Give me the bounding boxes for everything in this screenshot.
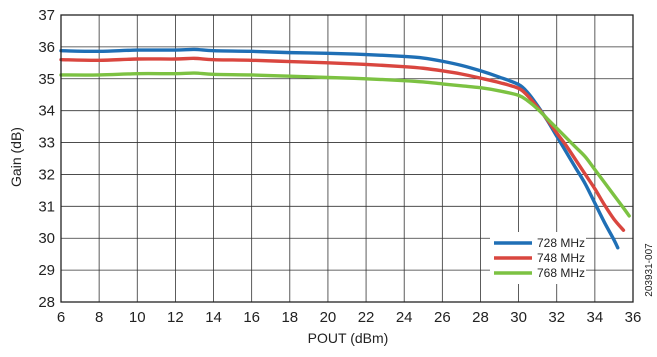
x-tick-label: 24 <box>396 309 413 326</box>
series-line-728-mhz <box>59 47 620 250</box>
y-tick-label: 34 <box>38 103 55 120</box>
x-tick-label: 20 <box>320 309 337 326</box>
x-tick-label: 10 <box>129 309 146 326</box>
y-tick-labels: 28 29 30 31 32 33 34 35 36 37 <box>38 7 55 311</box>
x-tick-label: 8 <box>95 309 103 326</box>
x-tick-label: 30 <box>510 309 527 326</box>
x-tick-labels: 6 8 10 12 14 16 18 20 22 24 26 28 30 32 34 36 <box>57 309 642 326</box>
series-lines <box>59 47 631 250</box>
x-tick-label: 36 <box>625 309 642 326</box>
x-tick-label: 26 <box>434 309 451 326</box>
y-tick-label: 37 <box>38 7 55 24</box>
y-tick-label: 30 <box>38 230 55 247</box>
x-tick-label: 18 <box>281 309 298 326</box>
series-line-748-mhz <box>59 56 626 232</box>
y-axis-label: Gain (dB) <box>8 127 24 187</box>
x-tick-label: 6 <box>57 309 65 326</box>
x-tick-label: 14 <box>205 309 222 326</box>
x-axis-label: POUT (dBm) <box>308 330 389 346</box>
legend-label: 728 MHz <box>537 236 585 250</box>
x-tick-label: 28 <box>472 309 489 326</box>
y-tick-label: 31 <box>38 198 55 215</box>
y-tick-label: 36 <box>38 39 55 56</box>
y-tick-label: 33 <box>38 135 55 152</box>
series-line-768-mhz <box>59 71 631 218</box>
legend-label: 748 MHz <box>537 251 585 265</box>
y-tick-label: 32 <box>38 166 55 183</box>
y-tick-label: 29 <box>38 262 55 279</box>
legend-label: 768 MHz <box>537 266 585 280</box>
figure-id: 203931-007 <box>644 243 655 297</box>
x-tick-label: 32 <box>548 309 565 326</box>
x-tick-label: 12 <box>167 309 184 326</box>
x-tick-label: 22 <box>358 309 375 326</box>
y-tick-label: 28 <box>38 294 55 311</box>
x-tick-label: 34 <box>587 309 604 326</box>
plot-frame <box>60 14 634 303</box>
x-tick-label: 16 <box>243 309 260 326</box>
y-tick-label: 35 <box>38 71 55 88</box>
